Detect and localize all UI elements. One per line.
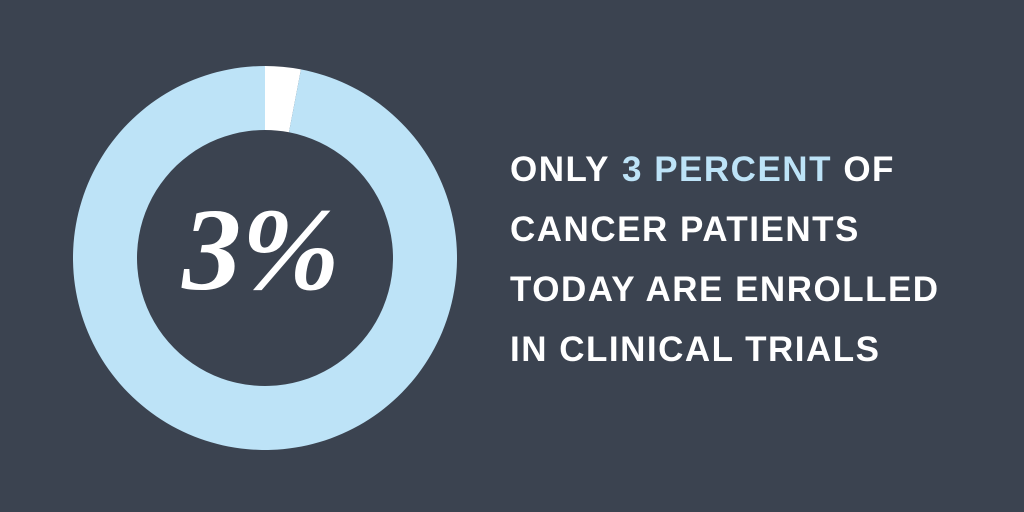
caption-line: TODAY ARE ENROLLED <box>510 270 940 309</box>
caption-line: CANCER PATIENTS <box>510 210 860 249</box>
caption-segment: OF <box>843 150 895 189</box>
caption-line: IN CLINICAL TRIALS <box>510 330 881 369</box>
caption-segment: ONLY <box>510 150 610 189</box>
donut-slice <box>265 66 301 133</box>
caption-segment: TODAY ARE ENROLLED <box>510 270 940 309</box>
caption-segment: IN CLINICAL TRIALS <box>510 330 881 369</box>
caption-segment: CANCER PATIENTS <box>510 210 860 249</box>
center-label: 3% <box>181 184 339 315</box>
caption-line: ONLY 3 PERCENT OF <box>510 150 895 189</box>
donut-slice <box>72 66 458 451</box>
caption-segment: 3 PERCENT <box>622 150 831 189</box>
